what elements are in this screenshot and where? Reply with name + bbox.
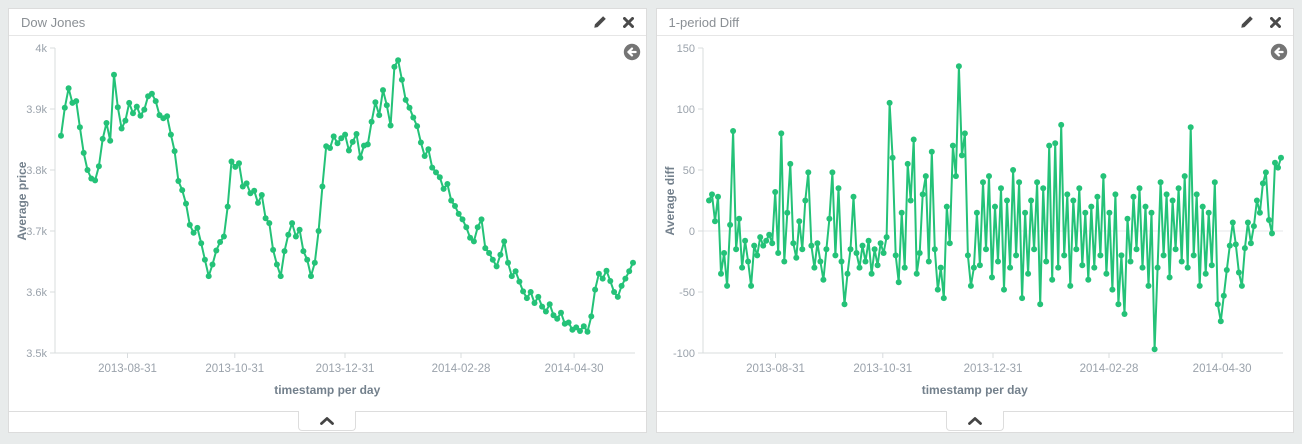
one-period-diff-line-chart[interactable]: 150 100 50 0 -50 -100 2013-08-31 2013-10-31 2013…: [657, 36, 1293, 382]
close-panel-button[interactable]: [622, 16, 634, 28]
header-actions: [1240, 15, 1281, 29]
y-tick-label: 50: [682, 165, 694, 177]
y-tick-label: 150: [676, 43, 694, 55]
y-tick-label: 4k: [35, 43, 47, 55]
panel-footer: [656, 411, 1293, 432]
reset-zoom-button[interactable]: [623, 43, 641, 61]
x-tick-label: 2013-12-31: [316, 363, 375, 375]
panel-1-period-diff: 1-period Diff Average diff 150 100 50 0 -50-…: [655, 8, 1294, 433]
x-tick-label: 2014-04-30: [1192, 363, 1251, 375]
circle-arrow-left-icon: [1270, 43, 1288, 61]
edit-panel-button[interactable]: [593, 15, 607, 29]
pencil-icon: [593, 16, 606, 28]
y-tick-label: 3.9k: [26, 104, 47, 116]
y-tick-label: -50: [679, 287, 695, 299]
y-tick-label: 0: [688, 226, 694, 238]
circle-arrow-left-icon: [623, 43, 640, 61]
close-panel-button[interactable]: [1270, 16, 1281, 28]
x-tick-label: 2013-08-31: [98, 363, 157, 375]
y-tick-label: 3.7k: [26, 226, 47, 238]
y-tick-label: 100: [676, 104, 694, 116]
x-tick-label: 2013-12-31: [963, 363, 1022, 375]
panel-title: Dow Jones: [21, 14, 86, 30]
y-tick-label: 3.5k: [26, 348, 47, 360]
y-tick-label: -100: [672, 348, 694, 360]
panel-header: 1-period Diff: [656, 9, 1293, 36]
x-axis-title: timestamp per day: [921, 383, 1028, 397]
pencil-icon: [1241, 16, 1253, 28]
x-tick-label: 2014-02-28: [1079, 363, 1138, 375]
x-tick-label: 2014-04-30: [545, 363, 604, 375]
panel-dow-jones: Dow Jones Average price 4k 3.9k 3.8k 3.7k 3.…: [8, 8, 647, 433]
panel-title: 1-period Diff: [668, 14, 740, 30]
line-series: [60, 59, 634, 333]
reset-zoom-button[interactable]: [1270, 43, 1288, 61]
panel-footer: [9, 411, 646, 432]
x-icon: [1270, 16, 1281, 28]
x-tick-label: 2014-02-28: [432, 363, 491, 375]
y-tick-label: 3.8k: [26, 165, 47, 177]
x-tick-label: 2013-10-31: [205, 363, 264, 375]
chevron-up-icon: [967, 416, 982, 425]
collapse-panel-button[interactable]: [945, 411, 1004, 431]
x-icon: [622, 16, 634, 28]
chart-region: Average diff 150 100 50 0 -50 -100 2013-08-31 2…: [657, 36, 1294, 411]
y-tick-label: 3.6k: [26, 287, 47, 299]
dow-jones-line-chart[interactable]: 4k 3.9k 3.8k 3.7k 3.6k 3.5k 2013-08-31 2013-10-…: [9, 36, 645, 382]
collapse-panel-button[interactable]: [298, 411, 357, 431]
edit-panel-button[interactable]: [1240, 15, 1254, 29]
chart-region: Average price 4k 3.9k 3.8k 3.7k 3.6k 3.5k 2013…: [9, 36, 646, 411]
x-tick-label: 2013-08-31: [746, 363, 805, 375]
x-axis-title: timestamp per day: [274, 383, 381, 397]
header-actions: [593, 15, 634, 29]
chevron-up-icon: [320, 416, 335, 425]
panel-header: Dow Jones: [9, 9, 646, 36]
x-tick-label: 2013-10-31: [853, 363, 912, 375]
